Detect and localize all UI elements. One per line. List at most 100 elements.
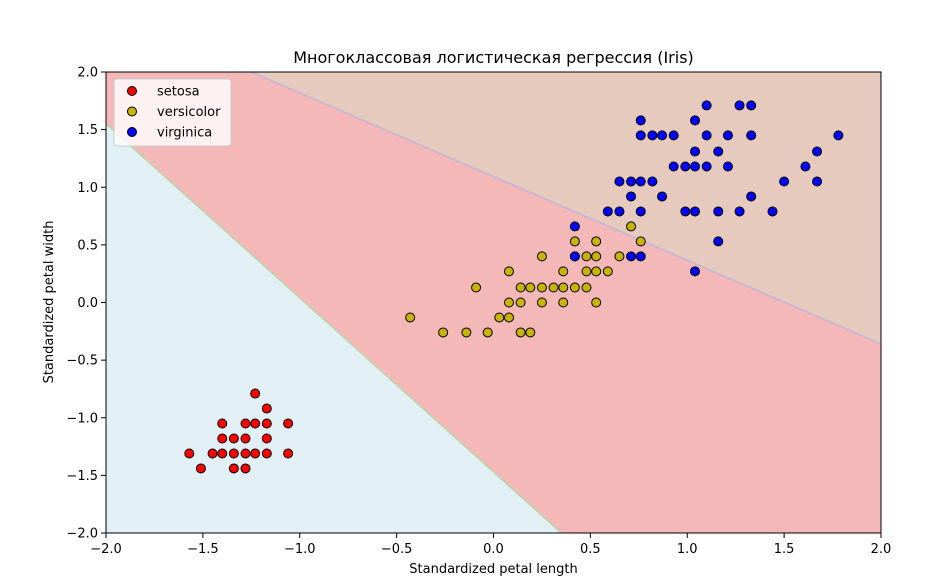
versicolor-point <box>494 312 505 323</box>
setosa-legend-marker <box>127 86 137 96</box>
setosa-point <box>250 388 261 399</box>
virginica-point <box>657 191 668 202</box>
setosa-point <box>195 463 206 474</box>
virginica-point <box>812 146 823 157</box>
setosa-point <box>240 418 251 429</box>
y-tick-label: −0.5 <box>66 354 98 369</box>
virginica-point <box>746 130 757 141</box>
versicolor-point <box>558 297 569 308</box>
versicolor-legend-marker <box>127 106 137 117</box>
versicolor-point <box>581 251 592 262</box>
y-axis-ticks: −2.0 −1.5 −1.0 −0.5 0.0 0.5 1.0 1.5 2.0 <box>66 66 106 542</box>
virginica-point <box>812 176 823 187</box>
versicolor-point <box>548 282 559 293</box>
virginica-point <box>734 206 745 217</box>
setosa-point <box>283 418 294 429</box>
virginica-point <box>713 146 724 157</box>
versicolor-point <box>581 266 592 277</box>
virginica-point <box>767 206 778 217</box>
versicolor-point <box>471 282 482 293</box>
x-axis-label: Standardized petal length <box>409 562 577 577</box>
virginica-point <box>713 236 724 247</box>
versicolor-point <box>515 297 526 308</box>
setosa-point <box>217 448 228 459</box>
scatter-points <box>184 100 844 474</box>
setosa-point <box>250 448 261 459</box>
setosa-versicolor-boundary <box>106 123 562 533</box>
virginica-point <box>635 115 646 126</box>
y-axis-label: Standardized petal width <box>42 221 57 384</box>
setosa-point <box>228 463 239 474</box>
x-axis-ticks: −2.0 −1.5 −1.0 −0.5 0.0 0.5 1.0 1.5 2.0 <box>90 533 891 557</box>
versicolor-point <box>482 327 493 338</box>
versicolor-point <box>569 282 580 293</box>
versicolor-point <box>591 266 602 277</box>
versicolor-point <box>461 327 472 338</box>
virginica-point <box>746 191 757 202</box>
x-tick-label: −1.5 <box>187 542 219 557</box>
virginica-legend-label: virginica <box>157 126 212 141</box>
setosa-point <box>240 433 251 444</box>
versicolor-point <box>504 297 514 308</box>
setosa-point <box>240 463 251 474</box>
virginica-point <box>626 251 637 262</box>
versicolor-point <box>626 221 637 232</box>
versicolor-virginica-boundary <box>251 72 881 345</box>
versicolor-point <box>558 282 569 293</box>
x-tick-label: 0.0 <box>483 542 504 557</box>
y-tick-label: 1.5 <box>77 123 98 138</box>
versicolor-point <box>525 282 536 293</box>
virginica-point <box>626 191 637 202</box>
y-tick-label: 0.0 <box>77 296 98 311</box>
versicolor-point <box>504 266 514 277</box>
versicolor-point <box>591 297 602 308</box>
setosa-series <box>184 388 294 474</box>
setosa-point <box>261 403 272 414</box>
virginica-point <box>722 130 733 141</box>
versicolor-point <box>635 236 646 247</box>
x-tick-label: 0.5 <box>580 542 601 557</box>
x-tick-label: 2.0 <box>871 542 892 557</box>
virginica-point <box>657 130 668 141</box>
versicolor-point <box>581 282 592 293</box>
versicolor-point <box>591 236 602 247</box>
virginica-point <box>701 130 712 141</box>
x-tick-label: 1.0 <box>677 542 698 557</box>
virginica-point <box>701 161 712 172</box>
setosa-point <box>261 418 272 429</box>
virginica-point <box>635 176 646 187</box>
versicolor-point <box>504 312 514 323</box>
chart-title: Многоклассовая логистическая регрессия (… <box>293 48 694 67</box>
setosa-legend-label: setosa <box>157 85 200 100</box>
versicolor-point <box>569 236 580 247</box>
virginica-point <box>635 251 646 262</box>
virginica-point <box>668 130 679 141</box>
virginica-legend-marker <box>127 127 137 137</box>
versicolor-point <box>614 251 625 262</box>
virginica-point <box>690 266 700 277</box>
virginica-point <box>668 161 679 172</box>
virginica-point <box>647 130 658 141</box>
virginica-point <box>734 100 745 111</box>
versicolor-region <box>106 72 881 533</box>
virginica-point <box>833 130 844 141</box>
setosa-point <box>184 448 195 459</box>
legend-box <box>113 78 232 147</box>
versicolor-point <box>515 282 526 293</box>
virginica-point <box>647 176 658 187</box>
setosa-point <box>228 433 239 444</box>
virginica-point <box>690 115 700 126</box>
setosa-point <box>283 448 294 459</box>
virginica-point <box>680 206 691 217</box>
virginica-point <box>635 206 646 217</box>
virginica-point <box>690 146 700 157</box>
virginica-point <box>701 100 712 111</box>
virginica-point <box>680 161 691 172</box>
virginica-point <box>800 161 811 172</box>
x-tick-label: −1.0 <box>284 542 316 557</box>
virginica-point <box>713 206 724 217</box>
versicolor-point <box>602 266 613 277</box>
y-tick-label: 0.5 <box>77 238 98 253</box>
virginica-point <box>779 176 790 187</box>
